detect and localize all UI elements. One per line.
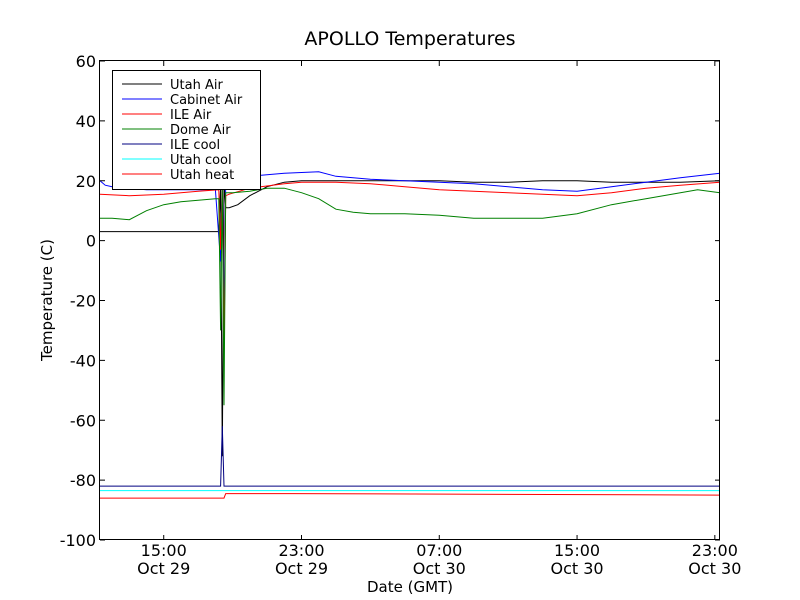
legend-label: Utah cool <box>170 153 232 168</box>
x-tick-label-time: 23:00 <box>692 541 738 560</box>
x-tick-label-time: 07:00 <box>416 541 462 560</box>
x-tick-label-date: Oct 30 <box>688 559 741 578</box>
legend-label: Utah heat <box>170 168 234 183</box>
series-line-utah-air <box>100 180 721 457</box>
y-tick-label: 60 <box>76 52 96 71</box>
y-tick-label: -40 <box>70 351 96 370</box>
legend-box <box>112 70 261 190</box>
y-tick-label: -80 <box>70 471 96 490</box>
legend-label: Utah Air <box>170 78 223 93</box>
legend-label: ILE Air <box>170 108 212 123</box>
y-tick-label: -60 <box>70 411 96 430</box>
y-tick-label: 0 <box>86 232 96 251</box>
y-tick-label: 20 <box>76 172 96 191</box>
x-tick-label-date: Oct 29 <box>137 559 190 578</box>
y-tick-label: -20 <box>70 292 96 311</box>
series-line-utah-heat <box>100 493 721 499</box>
x-tick-label-date: Oct 30 <box>551 559 604 578</box>
x-tick-label-time: 15:00 <box>554 541 600 560</box>
series-line-cabinet-air <box>99 171 721 319</box>
y-tick-label: -100 <box>60 531 96 550</box>
chart-title: APOLLO Temperatures <box>304 28 515 50</box>
x-tick-label-time: 23:00 <box>278 541 324 560</box>
legend-label: Cabinet Air <box>170 93 243 108</box>
legend-label: ILE cool <box>170 138 220 153</box>
legend-label: Dome Air <box>170 123 231 138</box>
series-layer <box>99 171 721 499</box>
series-line-dome-air <box>100 180 721 406</box>
x-tick-label-date: Oct 29 <box>275 559 328 578</box>
series-line-ile-cool <box>100 426 720 487</box>
x-tick-label-time: 15:00 <box>141 541 187 560</box>
y-tick-label: 40 <box>76 112 96 131</box>
x-axis-label: Date (GMT) <box>367 578 453 596</box>
series-line-ile-air <box>99 181 721 355</box>
y-axis-label: Temperature (C) <box>38 239 56 362</box>
x-tick-label-date: Oct 30 <box>413 559 466 578</box>
